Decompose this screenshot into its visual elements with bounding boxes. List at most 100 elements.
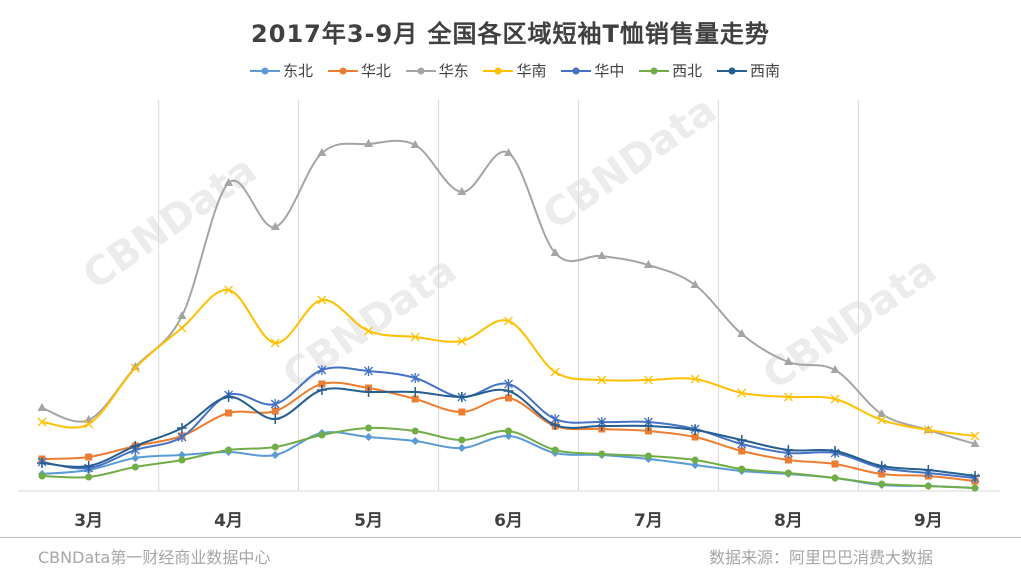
x-tick-label: 6月 [494, 511, 523, 531]
data-point-西南 [596, 421, 607, 431]
data-point-西南 [176, 423, 187, 433]
data-point-华南 [643, 375, 653, 385]
data-point-东北 [177, 451, 186, 459]
data-point-华东 [830, 365, 840, 373]
data-point-华北 [878, 470, 886, 478]
x-tick-label: 9月 [914, 511, 943, 531]
data-point-华北 [85, 453, 93, 461]
data-point-华北 [225, 409, 233, 417]
data-point-华南 [177, 323, 187, 333]
data-point-华南 [84, 419, 94, 429]
data-point-华南 [877, 415, 887, 425]
legend-marker-icon [483, 67, 514, 74]
data-point-华南 [224, 285, 234, 295]
data-point-西北 [131, 463, 139, 471]
data-point-西南 [783, 445, 794, 455]
x-tick-label: 3月 [74, 511, 103, 531]
data-point-华东 [364, 139, 374, 147]
data-point-华南 [690, 374, 700, 384]
data-point-西南 [37, 458, 47, 468]
data-point-华北 [318, 380, 326, 388]
data-point-西北 [38, 472, 46, 480]
data-point-华东 [410, 140, 420, 148]
legend-label: 华东 [438, 62, 469, 80]
legend-item: 华东 [405, 60, 469, 81]
legend-label: 西北 [672, 62, 703, 80]
data-point-华南 [830, 394, 840, 404]
legend-marker-icon [716, 67, 747, 74]
data-point-华南 [317, 295, 327, 305]
data-point-西南 [970, 471, 980, 481]
data-point-西南 [270, 414, 281, 424]
legend-item: 西北 [639, 60, 702, 81]
data-point-华东 [970, 439, 980, 447]
data-point-西南 [550, 420, 561, 430]
data-point-华东 [597, 251, 607, 259]
data-point-西北 [551, 446, 559, 454]
data-point-华东 [690, 280, 700, 288]
data-point-华东 [270, 222, 280, 230]
legend-item: 华北 [327, 60, 391, 81]
plot-area: 3月 4月 5月 6月 7月 8月 9月 [18, 100, 1000, 531]
data-point-华南 [37, 417, 47, 427]
legend-marker-icon [405, 67, 436, 74]
data-point-华中 [177, 432, 187, 442]
data-point-西北 [365, 424, 373, 432]
data-point-华东 [37, 403, 47, 411]
data-point-西北 [178, 456, 186, 464]
data-point-华东 [783, 357, 793, 365]
data-point-西南 [736, 435, 747, 445]
x-tick-label: 8月 [774, 511, 803, 531]
data-point-东北 [271, 451, 280, 459]
data-point-东北 [691, 461, 700, 469]
data-point-华北 [458, 408, 466, 416]
data-point-东北 [457, 444, 466, 452]
legend-label: 华南 [516, 62, 547, 80]
data-point-华南 [923, 425, 933, 435]
data-point-西南 [876, 461, 887, 471]
series-line-华南 [41, 288, 976, 437]
data-point-西北 [318, 431, 326, 439]
legend-marker-icon [250, 67, 280, 74]
x-tick-label: 7月 [634, 511, 663, 531]
data-point-华中 [270, 399, 280, 409]
data-point-西北 [598, 450, 606, 458]
data-point-东北 [131, 454, 140, 462]
data-point-华东 [317, 148, 327, 156]
data-point-西北 [505, 427, 512, 435]
data-point-西北 [225, 446, 233, 454]
data-point-西南 [643, 421, 654, 431]
x-tick-label: 4月 [214, 511, 243, 531]
data-point-西南 [410, 387, 421, 397]
footer-source-brand: CBNData第一财经商业数据中心 [38, 548, 271, 567]
legend-marker-icon [639, 67, 670, 74]
data-point-西南 [503, 386, 514, 396]
data-point-华北 [691, 433, 699, 441]
data-point-华北 [831, 460, 839, 468]
data-point-华北 [738, 447, 746, 455]
legend-label: 华中 [594, 62, 625, 80]
data-point-华南 [410, 332, 420, 342]
data-point-西南 [223, 392, 234, 402]
data-point-华南 [270, 338, 280, 348]
legend-marker-icon [561, 67, 592, 74]
data-point-西南 [363, 387, 374, 397]
data-point-华东 [224, 178, 234, 186]
data-point-西北 [644, 452, 652, 460]
data-point-华中 [410, 373, 420, 383]
footer-divider [0, 537, 1021, 538]
data-point-西北 [458, 436, 466, 444]
data-point-东北 [364, 433, 373, 441]
x-tick-label: 5月 [354, 511, 383, 531]
legend-label: 东北 [283, 62, 314, 80]
data-point-华东 [457, 187, 467, 195]
legend: 东北 华北 华东 华南 华中 西北 西南 [250, 60, 780, 81]
data-point-华南 [597, 375, 607, 385]
legend-item: 西南 [716, 60, 780, 81]
data-point-西南 [316, 385, 327, 395]
data-point-西南 [923, 465, 934, 475]
data-point-西北 [784, 469, 792, 477]
data-point-华北 [784, 456, 792, 464]
data-point-华北 [411, 395, 419, 403]
